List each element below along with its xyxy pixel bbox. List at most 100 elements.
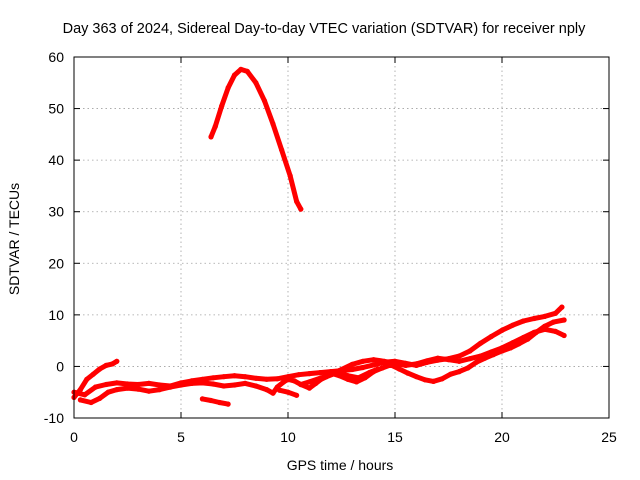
data-point — [520, 334, 527, 341]
data-point — [208, 397, 214, 404]
data-point — [157, 382, 163, 388]
data-point — [103, 381, 109, 388]
data-point — [279, 147, 285, 153]
data-point — [221, 374, 227, 380]
data-point — [84, 376, 90, 382]
data-point — [456, 353, 462, 359]
data-point — [561, 332, 567, 339]
x-tick-label: 10 — [280, 429, 296, 445]
series-line — [77, 317, 567, 405]
data-point — [88, 399, 94, 406]
data-point — [360, 364, 366, 371]
data-point — [488, 349, 494, 355]
data-point — [253, 80, 259, 86]
data-point — [124, 381, 131, 387]
series-arc-high — [208, 66, 304, 212]
data-point — [270, 121, 276, 127]
data-point — [124, 385, 131, 391]
data-point — [244, 68, 250, 74]
data-point — [221, 383, 227, 389]
data-point — [381, 358, 387, 364]
data-point — [488, 333, 494, 340]
data-point — [261, 98, 268, 104]
data-point — [92, 384, 98, 390]
data-point — [294, 392, 300, 398]
series-arc-low-c — [77, 317, 567, 406]
x-tick-label: 15 — [387, 429, 403, 445]
data-point — [231, 373, 238, 379]
y-tick-label: 50 — [48, 101, 64, 117]
data-point — [294, 198, 300, 204]
y-tick-label: 60 — [48, 49, 64, 65]
data-point — [291, 378, 297, 384]
data-point — [448, 371, 454, 377]
data-point — [285, 376, 291, 382]
data-point — [97, 366, 103, 372]
data-point — [276, 387, 282, 393]
data-point — [542, 326, 548, 332]
data-point — [82, 392, 88, 398]
data-point — [313, 379, 319, 385]
data-point — [465, 365, 471, 371]
data-point — [225, 401, 231, 407]
data-point — [178, 382, 184, 388]
chart-title: Day 363 of 2024, Sidereal Day-to-day VTE… — [63, 21, 587, 37]
data-point — [439, 376, 445, 382]
data-point — [467, 348, 473, 354]
data-point — [424, 358, 430, 364]
data-point — [360, 358, 366, 364]
data-point — [135, 386, 141, 392]
data-point — [345, 373, 351, 379]
data-point — [298, 206, 304, 212]
data-point — [405, 370, 411, 376]
data-point — [510, 340, 516, 346]
data-point — [467, 356, 473, 362]
data-point — [199, 396, 205, 402]
data-point — [238, 66, 244, 72]
data-point — [285, 389, 291, 395]
data-point — [366, 370, 372, 376]
series-arc-low-f — [276, 387, 300, 398]
data-point — [189, 380, 195, 386]
x-tick-label: 25 — [601, 429, 617, 445]
data-point — [298, 381, 304, 388]
data-point — [413, 361, 419, 367]
data-point — [219, 103, 225, 109]
data-point — [552, 310, 559, 316]
data-point — [403, 362, 409, 368]
series-layer — [71, 66, 567, 407]
series-arc-low-g — [313, 366, 381, 385]
data-point — [167, 384, 173, 390]
data-point — [77, 397, 83, 403]
data-point — [216, 399, 223, 406]
data-point — [306, 371, 312, 377]
data-point — [456, 369, 462, 375]
data-point — [430, 378, 437, 384]
data-point — [157, 387, 163, 393]
data-point — [231, 72, 238, 78]
data-point — [317, 370, 323, 376]
data-point — [550, 319, 557, 325]
data-point — [349, 366, 355, 373]
data-point — [90, 371, 96, 377]
data-point — [135, 381, 141, 388]
data-point — [356, 375, 362, 381]
data-point — [114, 380, 120, 386]
data-point — [97, 395, 103, 401]
data-point — [231, 382, 238, 388]
data-point — [478, 340, 484, 346]
data-point — [323, 374, 330, 380]
data-point — [435, 355, 441, 361]
data-point — [199, 380, 205, 386]
data-point — [109, 361, 116, 367]
data-point — [561, 317, 567, 323]
axis-ticks: 0 5 10 15 20 25 -10 0 10 20 30 40 50 60 — [44, 49, 617, 445]
data-point — [210, 375, 216, 381]
data-point — [422, 377, 428, 383]
data-point — [473, 359, 479, 365]
data-point — [306, 385, 312, 391]
data-point — [281, 379, 287, 385]
grid-lines — [74, 57, 609, 418]
data-point — [103, 362, 109, 368]
